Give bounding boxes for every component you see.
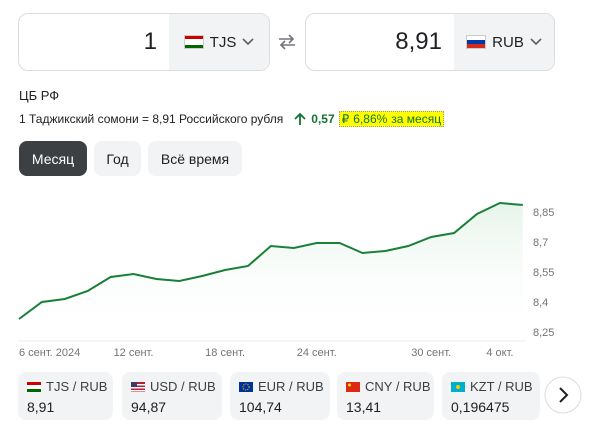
x-tick-label: 24 сент. (297, 347, 337, 359)
change-currency: ₽ (341, 112, 350, 126)
swap-icon[interactable] (277, 33, 297, 51)
change-amount: 0,57 (311, 112, 335, 126)
y-tick-label: 8,25 (533, 327, 554, 339)
y-tick-label: 8,7 (533, 237, 548, 249)
y-tick-label: 8,4 (533, 297, 548, 309)
x-tick-label: 18 сент. (205, 347, 245, 359)
x-tick-label: 30 сент. (411, 347, 451, 359)
change-period: за месяц (391, 112, 442, 126)
pair-card[interactable]: USD / RUB 94,87 (122, 372, 222, 420)
rate-line: 1 Таджикский сомони = 8,91 Российского р… (19, 111, 445, 127)
from-currency-button[interactable]: TJS (169, 14, 269, 70)
pair-card[interactable]: TJS / RUB 8,91 (18, 372, 113, 420)
from-amount: 1 (143, 28, 157, 55)
flag (131, 381, 145, 392)
pair-label: USD / RUB (150, 379, 216, 394)
x-tick-label: 6 сент. 2024 (19, 347, 80, 359)
chevron (530, 38, 542, 46)
rate-text: 1 Таджикский сомони = 8,91 Российского р… (19, 112, 284, 126)
y-tick-label: 8,55 (533, 267, 554, 279)
source: ЦБ РФ (19, 88, 60, 103)
tab[interactable]: Всё время (148, 141, 242, 176)
x-tick-label: 12 сент. (114, 347, 154, 359)
chart: 8,25 8,4 8,55 8,7 8,85 6 сент. 2024 12 сент. 18… (18, 201, 554, 359)
pair-value: 13,41 (346, 399, 382, 415)
line (18, 201, 523, 320)
flag (451, 381, 465, 392)
flag (239, 381, 253, 392)
pair-value: 0,196475 (451, 399, 510, 415)
pair-value: 104,74 (239, 399, 282, 415)
next-button[interactable] (543, 375, 583, 415)
to-currency-button[interactable]: RUB (454, 14, 554, 70)
to-currency: RUB (492, 33, 524, 51)
flag (183, 35, 204, 49)
change-percent: 6,86% (353, 112, 388, 126)
x-tick-label: 4 окт. (486, 347, 513, 359)
pair-label: CNY / RUB (365, 379, 431, 394)
tab[interactable]: Год (94, 141, 141, 176)
to-amount: 8,91 (395, 28, 442, 55)
change-highlight: ₽ 6,86% за месяц (338, 111, 445, 127)
chevron (242, 38, 254, 46)
pair-label: EUR / RUB (258, 379, 324, 394)
area (19, 203, 523, 340)
pair-label: TJS / RUB (46, 379, 108, 394)
pair-value: 8,91 (27, 399, 55, 415)
pair-label: KZT / RUB (470, 379, 533, 394)
y-tick-label: 8,85 (533, 207, 554, 219)
tab-selected[interactable]: Месяц (19, 141, 87, 176)
pair-card[interactable]: KZT / RUB 0,196475 (442, 372, 540, 420)
up-arrow (294, 112, 306, 125)
flag (27, 381, 41, 392)
from-box[interactable]: 1 TJS (18, 13, 270, 71)
to-box[interactable]: 8,91 RUB (305, 13, 555, 71)
from-currency: TJS (209, 33, 237, 51)
flag (346, 381, 360, 392)
pair-card[interactable]: EUR / RUB 104,74 (230, 372, 330, 420)
flag (466, 35, 487, 49)
pair-value: 94,87 (131, 399, 167, 415)
pair-card[interactable]: CNY / RUB 13,41 (337, 372, 434, 420)
